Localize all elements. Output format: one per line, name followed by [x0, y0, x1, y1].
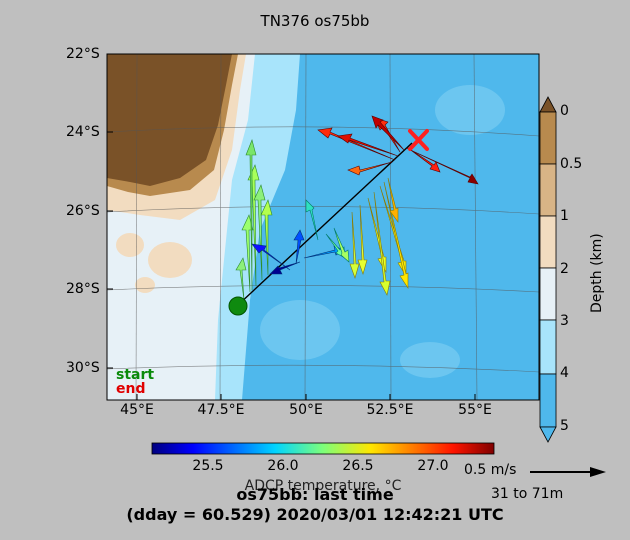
footer-line2: (dday = 60.529) 2020/03/01 12:42:21 UTC	[126, 505, 504, 524]
scale-depth-label: 31 to 71m	[491, 486, 564, 502]
scale-arrow	[530, 467, 606, 477]
lat-label: 26°S	[66, 203, 100, 219]
lon-label: 52.5°E	[366, 402, 414, 418]
lon-label: 50°E	[289, 402, 323, 418]
depth-tick: 3	[560, 313, 569, 329]
end-marker	[408, 129, 429, 151]
depth-tick: 4	[560, 365, 569, 381]
current-vectors	[235, 115, 479, 301]
lon-label: 55°E	[458, 402, 492, 418]
temperature-colorbar	[151, 442, 495, 455]
depth-tick: 0.5	[560, 156, 583, 172]
depth-tick: 1	[560, 208, 569, 224]
depth-tick: 0	[560, 103, 569, 119]
bathymetry	[107, 54, 539, 400]
lat-label: 28°S	[66, 281, 100, 297]
ship-track	[237, 142, 413, 306]
lat-label: 24°S	[66, 124, 100, 140]
footer-line1: os75bb: last time	[236, 485, 394, 504]
scale-speed-label: 0.5 m/s	[464, 462, 517, 478]
depth-axis-label: Depth (km)	[589, 233, 605, 313]
axis-ticks	[107, 53, 476, 400]
temp-tick: 26.5	[342, 458, 374, 474]
plot-title: TN376 os75bb	[260, 12, 370, 30]
start-marker	[228, 296, 248, 316]
temp-tick: 25.5	[192, 458, 224, 474]
depth-tick: 2	[560, 261, 569, 277]
lon-label: 45°E	[120, 402, 154, 418]
legend-end: end	[116, 381, 146, 397]
legend-start: start	[116, 367, 155, 383]
depth-tick: 5	[560, 418, 569, 434]
lat-label: 30°S	[66, 360, 100, 376]
depth-colorbar	[539, 96, 557, 443]
lon-label: 47.5°E	[197, 402, 245, 418]
temperature-colorbar-label: ADCP temperature, °C	[244, 478, 402, 494]
temp-tick: 27.0	[417, 458, 449, 474]
temp-tick: 26.0	[267, 458, 299, 474]
lat-label: 22°S	[66, 46, 100, 62]
